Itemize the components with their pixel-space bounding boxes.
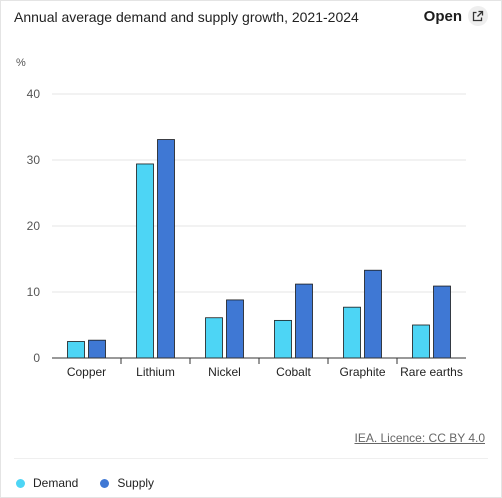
bar-demand-copper [67,341,85,359]
bar-supply-lithium [157,139,175,359]
bar-supply-rare-earths [433,285,451,359]
open-button-label: Open [423,7,462,25]
y-tick-label: 0 [33,351,40,365]
chart-title: Annual average demand and supply growth,… [14,9,359,25]
legend-swatch-demand [16,478,25,488]
y-unit-label: % [16,57,26,69]
x-tick-label: Copper [67,365,106,379]
legend-divider [14,458,488,459]
x-tick-label: Graphite [339,365,385,379]
y-tick-label: 40 [27,87,41,101]
legend-swatch-supply [100,478,110,488]
source-link[interactable]: IEA. Licence: CC BY 4.0 [354,431,485,445]
y-tick-label: 10 [27,285,41,299]
bar-demand-cobalt [274,319,292,359]
bar-demand-nickel [205,317,223,359]
x-tick-label: Nickel [208,365,241,379]
bar-supply-graphite [364,269,382,359]
x-tick-label: Rare earths [400,365,463,379]
bars [67,139,451,359]
legend: Demand Supply [16,476,154,490]
bar-supply-copper [88,339,106,359]
legend-label-demand: Demand [33,476,79,490]
legend-item-demand[interactable]: Demand [16,476,78,490]
bar-demand-rare-earths [412,324,430,359]
x-tick-label: Cobalt [276,365,311,379]
y-tick-label: 30 [27,153,41,167]
open-button[interactable]: Open [424,6,488,26]
bar-demand-graphite [343,306,361,359]
external-link-icon [468,6,488,26]
legend-item-supply[interactable]: Supply [100,476,154,490]
legend-label-supply: Supply [117,476,155,490]
y-tick-label: 20 [27,219,41,233]
x-tick-label: Lithium [136,365,175,379]
bar-demand-lithium [136,163,154,359]
bar-supply-cobalt [295,283,313,359]
y-axis-ticks: 0 10 20 30 40 [27,87,41,365]
bar-chart: % 0 10 20 30 40 Copper Lithium Nickel Cobalt Gra… [16,57,466,379]
gridlines [52,93,466,293]
bar-supply-nickel [226,299,244,359]
x-axis: Copper Lithium Nickel Cobalt Graphite Rare ea… [52,357,466,379]
